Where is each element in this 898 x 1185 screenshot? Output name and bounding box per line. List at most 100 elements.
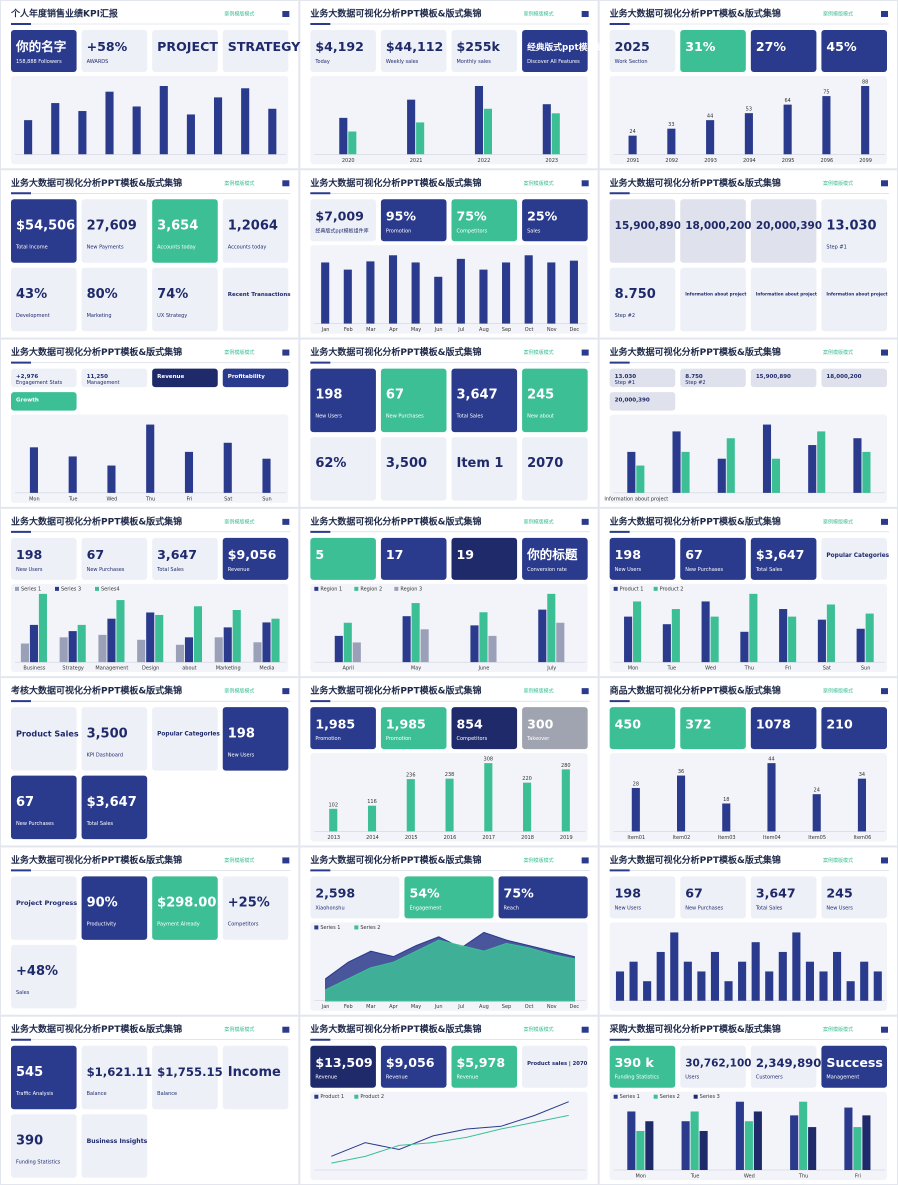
card-value: 198 xyxy=(16,547,42,562)
card-value: 25% xyxy=(527,208,558,223)
card-label: Competitors xyxy=(228,922,259,928)
x-tick-label: Design xyxy=(142,666,159,672)
card-label: Competitors xyxy=(457,736,488,742)
legend-label: Series 2 xyxy=(660,1094,680,1100)
legend-label: Series 2 xyxy=(360,925,380,931)
slide: 业务大数据可视化分析PPT模板&版式集锦 案例模版模式 +2,976Engageme… xyxy=(1,339,299,507)
card xyxy=(750,30,817,72)
x-tick-label: Sat xyxy=(224,496,232,502)
card-value: 1,985 xyxy=(386,716,426,731)
value-label: 24 xyxy=(814,788,820,794)
card-label: Revenue xyxy=(228,567,250,573)
bar xyxy=(262,458,271,493)
tag-icon xyxy=(881,1026,888,1033)
bar xyxy=(547,262,556,324)
card xyxy=(609,1045,676,1088)
bar xyxy=(434,276,443,324)
x-tick-label: 2013 xyxy=(327,835,340,841)
card-value: 75% xyxy=(457,208,488,223)
bar xyxy=(68,456,77,493)
card-value: Recent Transactions xyxy=(228,292,292,298)
card-label: New Purchases xyxy=(16,821,54,827)
tag-icon xyxy=(581,518,589,525)
card-label: New Purchases xyxy=(685,905,723,911)
x-tick-label: Sat xyxy=(823,666,831,672)
value-label: 18 xyxy=(723,797,729,803)
card xyxy=(498,876,588,919)
card xyxy=(380,368,447,433)
card-label: Step #2 xyxy=(615,313,635,319)
slide-title: 个人年度销售业绩KPI汇报 xyxy=(10,8,118,20)
x-tick-label: Mar xyxy=(366,1004,376,1010)
card xyxy=(152,30,218,72)
bar xyxy=(862,451,871,493)
card-label: Monthly sales xyxy=(457,59,492,65)
card-value: Product sales | 2070 xyxy=(527,1061,588,1067)
card xyxy=(522,30,588,72)
card-value: $255k xyxy=(457,39,501,54)
bar xyxy=(817,619,826,663)
bar xyxy=(175,644,185,663)
legend-label: Product 2 xyxy=(660,586,684,592)
card xyxy=(404,876,494,919)
card-label: Balance xyxy=(157,1091,177,1097)
x-tick-label: 2021 xyxy=(410,158,423,164)
x-tick-label: July xyxy=(546,666,556,672)
card xyxy=(11,267,77,332)
legend-swatch xyxy=(354,586,359,591)
slide-title: 考核大数据可视化分析PPT模板&版式集锦 xyxy=(11,685,182,697)
legend-swatch xyxy=(354,925,359,930)
card-label: Weekly sales xyxy=(386,59,419,65)
tag-icon xyxy=(581,11,589,17)
legend-swatch xyxy=(613,586,618,591)
card-label: Work Section xyxy=(615,59,648,65)
bar xyxy=(873,971,882,1001)
bar xyxy=(334,635,343,663)
bar xyxy=(411,262,420,324)
card-value: 300 xyxy=(527,716,554,731)
card-value: 2025 xyxy=(615,39,650,54)
slide-tag: 案例模版模式 xyxy=(823,349,853,356)
tag-icon xyxy=(282,11,290,17)
card xyxy=(310,199,376,242)
line xyxy=(331,1101,569,1157)
bar xyxy=(456,258,465,324)
card-value: 198 xyxy=(615,547,641,562)
bar xyxy=(406,779,415,832)
x-tick-label: Mon xyxy=(628,666,639,672)
legend-swatch xyxy=(55,586,59,591)
bar xyxy=(765,971,774,1001)
slide-tag: 案例模版模式 xyxy=(524,180,554,187)
card xyxy=(222,267,289,332)
card-value: 210 xyxy=(826,716,853,731)
bar xyxy=(551,113,560,155)
slide: 业务大数据可视化分析PPT模板&版式集锦 案例模版模式 198 New Users 67… xyxy=(1,508,299,677)
slide: 商品大数据可视化分析PPT模板&版式集锦 案例模版模式 450 372 1078 210 I… xyxy=(599,678,897,846)
card xyxy=(11,1114,77,1178)
slide-title: 业务大数据可视化分析PPT模板&版式集锦 xyxy=(11,854,182,866)
x-tick-label: 2017 xyxy=(482,835,495,841)
x-tick-label: May xyxy=(411,1004,421,1010)
card-label: Engagement Stats xyxy=(16,380,63,386)
card-value: 75% xyxy=(504,886,535,901)
card xyxy=(380,707,447,750)
card-value: 198 xyxy=(615,886,641,901)
bar xyxy=(241,88,250,155)
card xyxy=(821,30,887,72)
bar xyxy=(253,642,262,663)
value-label: 88 xyxy=(862,80,868,86)
legend-label: Product 1 xyxy=(320,1094,344,1100)
card-label: Total Sales xyxy=(755,567,783,573)
card-label: New Purchases xyxy=(87,567,125,573)
x-tick-label: Management xyxy=(95,666,128,672)
card xyxy=(81,707,148,771)
legend-label: Region 1 xyxy=(320,586,342,592)
card xyxy=(81,537,148,580)
card-value: $7,009 xyxy=(315,208,364,223)
card-value: $44,112 xyxy=(386,39,443,54)
card-value: $1,755.15 xyxy=(157,1065,223,1079)
x-tick-label: Mon xyxy=(636,1174,647,1180)
card-value: 17 xyxy=(386,547,404,562)
card-value: 20,000,390 xyxy=(615,397,650,403)
bar xyxy=(826,604,835,663)
